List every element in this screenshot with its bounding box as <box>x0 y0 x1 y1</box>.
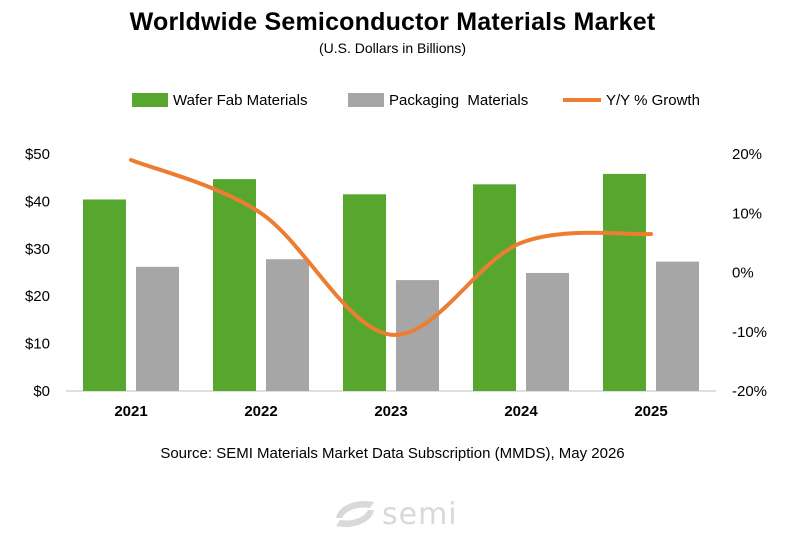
legend-label-packaging: Packaging Materials <box>389 92 528 109</box>
y2-tick-label: -10% <box>732 324 767 341</box>
y-tick-label: $50 <box>25 146 50 163</box>
axes: $0 $10 $20 $30 $40 $50 -20% -10% 0% 10% 20% <box>25 146 767 400</box>
packaging-bar <box>656 261 699 391</box>
x-tick-label: 2025 <box>634 403 667 420</box>
packaging-bar <box>266 259 309 391</box>
x-tick-label: 2022 <box>244 403 277 420</box>
y-tick-label: $0 <box>33 383 50 400</box>
wafer-fab-bar <box>213 179 256 391</box>
wafer-fab-bar <box>343 194 386 391</box>
y-tick-label: $10 <box>25 336 50 353</box>
y2-tick-label: 20% <box>732 146 762 163</box>
semi-logo-mark <box>336 500 374 528</box>
legend: Wafer Fab Materials Packaging Materials Y/… <box>132 92 700 109</box>
y-tick-label: $40 <box>25 193 50 210</box>
x-tick-label: 2021 <box>114 403 147 420</box>
chart-svg: Wafer Fab Materials Packaging Materials Y/… <box>25 92 767 420</box>
growth-line <box>129 157 653 337</box>
wafer-fab-bar <box>603 173 646 391</box>
chart-subtitle: (U.S. Dollars in Billions) <box>318 40 467 56</box>
y-tick-label: $30 <box>25 241 50 258</box>
x-tick-label: 2024 <box>504 403 538 420</box>
legend-label-wafer-fab: Wafer Fab Materials <box>173 92 307 109</box>
wafer-fab-bar <box>83 199 126 391</box>
bars <box>83 173 699 391</box>
source-note: Source: SEMI Materials Market Data Subsc… <box>160 445 625 462</box>
semi-logo-text: semi <box>382 497 458 532</box>
semi-logo: semi <box>336 497 458 532</box>
legend-swatch-packaging <box>348 93 384 107</box>
y2-tick-label: 0% <box>732 265 754 282</box>
legend-label-growth: Y/Y % Growth <box>606 92 700 109</box>
x-tick-label: 2023 <box>374 403 407 420</box>
legend-swatch-wafer-fab <box>132 93 168 107</box>
y2-tick-label: -20% <box>732 383 767 400</box>
y2-tick-label: 10% <box>732 205 762 222</box>
y-tick-label: $20 <box>25 288 50 305</box>
growth-line-group <box>129 157 653 337</box>
packaging-bar <box>526 272 569 391</box>
chart-title: Worldwide Semiconductor Materials Market <box>129 8 656 36</box>
x-tick-labels: 2021 2022 2023 2024 2025 <box>114 403 667 420</box>
wafer-fab-bar <box>473 184 516 391</box>
packaging-bar <box>136 266 179 391</box>
